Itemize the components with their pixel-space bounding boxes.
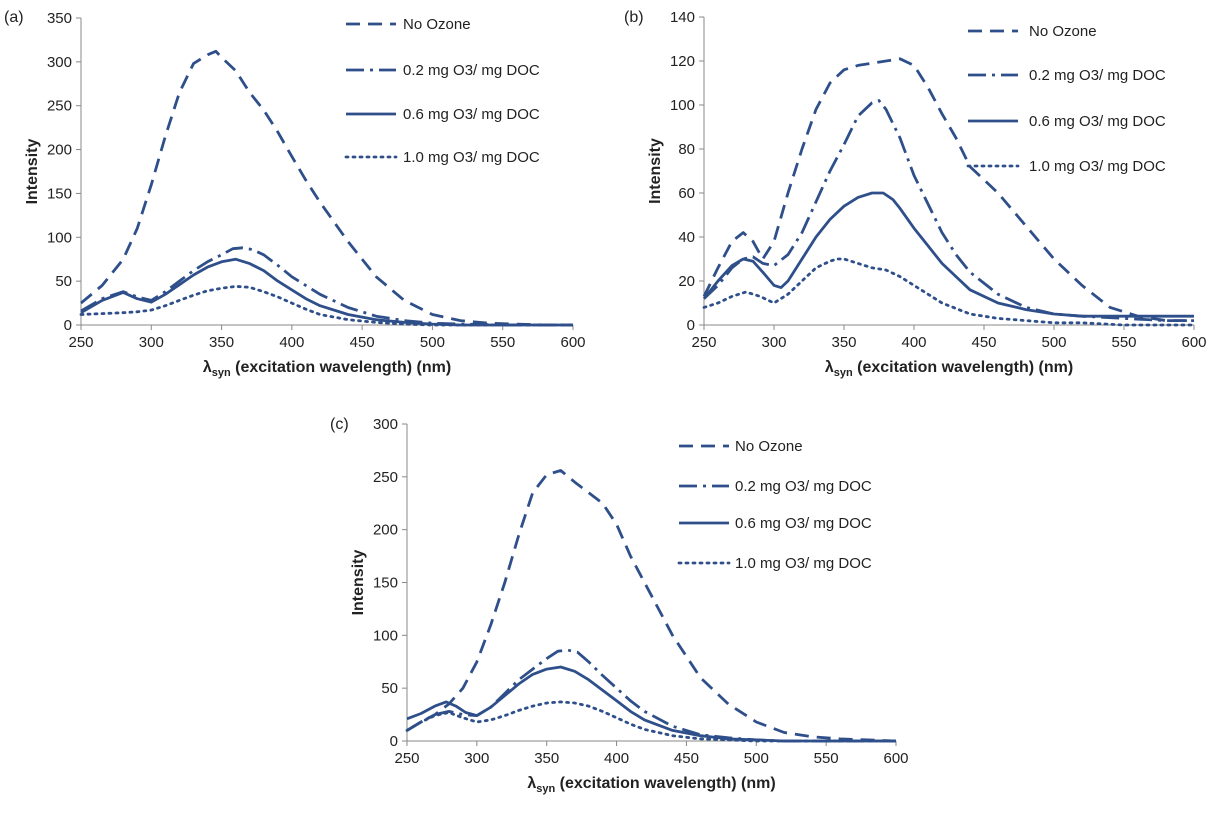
y-tick-label: 0 xyxy=(64,317,72,334)
x-tick-label: 250 xyxy=(691,334,716,351)
y-tick-label: 300 xyxy=(373,416,398,433)
y-tick-label: 80 xyxy=(678,141,695,158)
y-tick-label: 350 xyxy=(47,10,72,27)
legend-label: 0.6 mg O3/ mg DOC xyxy=(1029,113,1166,130)
legend-label: No Ozone xyxy=(403,16,471,33)
y-tick-label: 200 xyxy=(47,142,72,159)
x-tick-label: 450 xyxy=(674,750,699,767)
series-line xyxy=(80,49,573,327)
y-tick-label: 40 xyxy=(678,229,695,246)
x-tick-label: 600 xyxy=(883,750,908,767)
series-line xyxy=(702,257,1196,327)
series-line xyxy=(79,284,575,327)
panel-label: (c) xyxy=(330,416,349,433)
x-tick-label: 350 xyxy=(209,334,234,351)
y-axis-title: Intensity xyxy=(647,138,664,204)
legend-label: 1.0 mg O3/ mg DOC xyxy=(403,149,540,166)
x-tick-label: 350 xyxy=(534,750,559,767)
series-line xyxy=(405,700,898,743)
x-tick-label: 350 xyxy=(831,334,856,351)
y-tick-label: 50 xyxy=(381,680,398,697)
x-tick-label: 300 xyxy=(464,750,489,767)
x-axis-title: λsyn (excitation wavelength) (nm) xyxy=(203,359,451,379)
y-tick-label: 0 xyxy=(390,733,398,750)
series-line xyxy=(702,191,1194,318)
x-tick-label: 400 xyxy=(604,750,629,767)
series-line xyxy=(80,257,573,327)
x-tick-label: 250 xyxy=(394,750,419,767)
panel-label: (a) xyxy=(4,9,24,26)
y-tick-label: 140 xyxy=(670,9,695,26)
series-line xyxy=(406,648,896,743)
y-tick-label: 250 xyxy=(47,98,72,115)
series-line xyxy=(406,665,896,743)
x-tick-label: 500 xyxy=(1041,334,1066,351)
y-tick-label: 100 xyxy=(47,229,72,246)
legend-label: 0.2 mg O3/ mg DOC xyxy=(403,62,540,79)
x-tick-label: 300 xyxy=(761,334,786,351)
legend-label: 1.0 mg O3/ mg DOC xyxy=(735,555,872,572)
y-tick-label: 0 xyxy=(687,317,695,334)
legend-label: 0.6 mg O3/ mg DOC xyxy=(735,515,872,532)
y-axis-title: Intensity xyxy=(24,139,41,205)
y-tick-label: 300 xyxy=(47,54,72,71)
y-tick-label: 100 xyxy=(373,627,398,644)
y-tick-label: 250 xyxy=(373,469,398,486)
legend-label: 1.0 mg O3/ mg DOC xyxy=(1029,158,1166,175)
x-tick-label: 500 xyxy=(744,750,769,767)
legend-label: No Ozone xyxy=(735,438,803,455)
x-tick-label: 400 xyxy=(279,334,304,351)
x-tick-label: 400 xyxy=(901,334,926,351)
legend-label: 0.6 mg O3/ mg DOC xyxy=(403,106,540,123)
series-line xyxy=(702,57,1194,323)
x-tick-label: 550 xyxy=(1111,334,1136,351)
x-tick-label: 300 xyxy=(139,334,164,351)
series-line xyxy=(406,469,897,743)
series-line xyxy=(703,99,1194,323)
x-tick-label: 250 xyxy=(68,334,93,351)
y-tick-label: 20 xyxy=(678,273,695,290)
x-tick-label: 500 xyxy=(420,334,445,351)
y-tick-label: 50 xyxy=(55,273,72,290)
y-tick-label: 150 xyxy=(47,185,72,202)
y-tick-label: 60 xyxy=(678,185,695,202)
x-tick-label: 450 xyxy=(350,334,375,351)
x-tick-label: 550 xyxy=(814,750,839,767)
y-tick-label: 200 xyxy=(373,522,398,539)
x-tick-label: 550 xyxy=(490,334,515,351)
x-tick-label: 450 xyxy=(971,334,996,351)
series-line xyxy=(80,246,573,327)
x-tick-label: 600 xyxy=(560,334,585,351)
y-tick-label: 150 xyxy=(373,575,398,592)
panel-label: (b) xyxy=(624,9,644,26)
y-tick-label: 100 xyxy=(670,97,695,114)
x-axis-title: λsyn (excitation wavelength) (nm) xyxy=(825,359,1073,379)
x-axis-title: λsyn (excitation wavelength) (nm) xyxy=(527,775,775,795)
legend-label: 0.2 mg O3/ mg DOC xyxy=(1029,67,1166,84)
y-axis-title: Intensity xyxy=(350,550,367,616)
legend-label: 0.2 mg O3/ mg DOC xyxy=(735,478,872,495)
legend-label: No Ozone xyxy=(1029,23,1097,40)
x-tick-label: 600 xyxy=(1181,334,1206,351)
y-tick-label: 120 xyxy=(670,53,695,70)
